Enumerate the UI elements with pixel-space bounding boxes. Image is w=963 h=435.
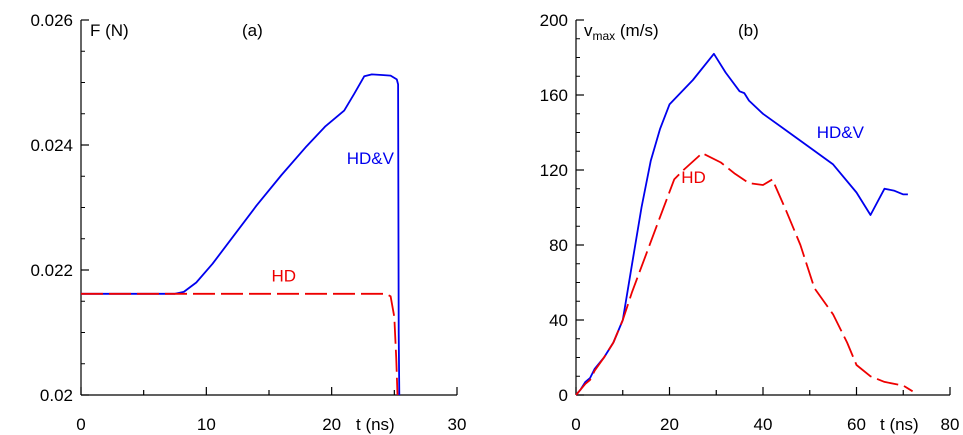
panel-b-series-line-hdv [575, 52, 908, 396]
panel-b-ytick-label: 80 [549, 236, 568, 255]
panel-a-ticks: 0.02 0.022 0.024 0.026 0 10 20 [30, 11, 458, 434]
panel-b-ytick-label: 160 [540, 86, 568, 105]
panel-b-ylabel-sub: max [593, 29, 616, 43]
panel-a-series: HD&V HD [81, 73, 401, 396]
panel-b-ylabel-main: v [584, 21, 593, 40]
panel-b-ytick-label: 40 [549, 311, 568, 330]
panel-a-ytick-label: 0.026 [30, 11, 73, 30]
panel-b-ylabel: vmax (m/s) [584, 21, 659, 43]
panel-b-xtick-label: 40 [754, 415, 773, 434]
panel-b-ytick-label: 120 [540, 161, 568, 180]
panel-a-xlabel: t (ns) [356, 415, 395, 434]
panel-a-series-line-hd [81, 292, 399, 396]
panel-b-series-label-hdv: HD&V [817, 123, 865, 142]
panel-a-xtick-label: 0 [76, 415, 85, 434]
panel-b-series: HD&V HD [575, 52, 914, 396]
panel-a-series-label-hdv: HD&V [347, 149, 395, 168]
panel-b-ticks: 0 40 80 120 160 200 0 20 40 60 [540, 11, 951, 434]
panel-a-series-line-hdv [81, 73, 401, 396]
panel-a: 0.02 0.022 0.024 0.026 0 10 20 HD&V HD F (N) (a… [30, 11, 466, 434]
panel-a-xtick-label: 10 [197, 415, 216, 434]
panel-b-xlabel: t (ns) [880, 415, 919, 434]
panel-b-xtick-label-last: 80 [941, 415, 960, 434]
panel-a-ylabel: F (N) [90, 21, 129, 40]
panel-b-xtick-label: 20 [660, 415, 679, 434]
panel-a-ytick-label: 0.024 [30, 136, 73, 155]
panel-b-ylabel-unit: (m/s) [615, 21, 658, 40]
panel-b-series-line-hd [575, 152, 914, 396]
panel-a-xtick-label: 20 [322, 415, 341, 434]
panel-b-xtick-label: 60 [847, 415, 866, 434]
panel-b-label: (b) [738, 21, 759, 40]
panel-a-label: (a) [242, 21, 263, 40]
panel-a-ytick-label: 0.022 [30, 261, 73, 280]
panel-b-series-label-hd: HD [681, 168, 706, 187]
panel-a-ytick-label: 0.02 [40, 386, 73, 405]
panel-b-ytick-label: 200 [540, 11, 568, 30]
panel-a-xtick-label-last: 30 [448, 415, 467, 434]
panel-a-series-label-hd: HD [272, 266, 297, 285]
panel-b-ytick-label: 0 [559, 386, 568, 405]
panel-b-xtick-label: 0 [571, 415, 580, 434]
